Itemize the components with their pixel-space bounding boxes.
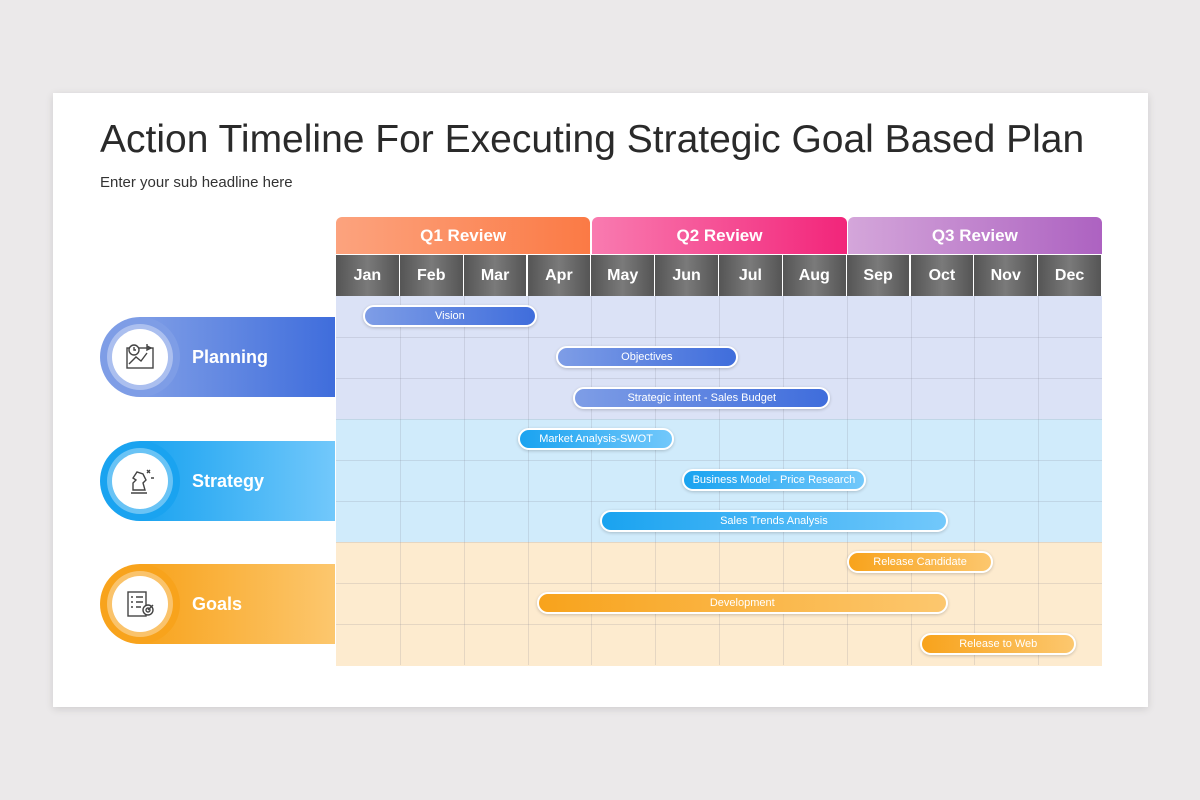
- quarter-header: Q2 Review: [592, 217, 847, 254]
- month-header: Aug: [782, 255, 846, 296]
- month-header: Dec: [1038, 255, 1101, 296]
- planning-map-icon: [112, 329, 168, 385]
- grid-line: [463, 296, 465, 665]
- month-header: Sep: [846, 255, 910, 296]
- group-label-text: Goals: [192, 593, 243, 614]
- group-label-strategy: Strategy: [100, 441, 335, 521]
- grid-line: [591, 296, 593, 665]
- slide-title: Action Timeline For Executing Strategic …: [100, 118, 1085, 161]
- month-header: May: [591, 255, 655, 296]
- group-label-text: Planning: [192, 346, 268, 367]
- month-header: Mar: [463, 255, 527, 296]
- grid-line: [336, 419, 1102, 420]
- month-header: Nov: [974, 255, 1038, 296]
- checklist-target-icon: [112, 576, 168, 632]
- grid-line: [336, 337, 1102, 338]
- month-header: Jun: [655, 255, 718, 296]
- task-bar[interactable]: Business Model - Price Research: [681, 469, 866, 491]
- quarter-header: Q3 Review: [847, 217, 1102, 254]
- group-label-goals: Goals: [100, 564, 335, 644]
- grid-line: [336, 460, 1102, 461]
- task-bar[interactable]: Sales Trends Analysis: [600, 510, 948, 532]
- quarter-header: Q1 Review: [336, 217, 591, 254]
- group-label-planning: Planning: [100, 317, 335, 397]
- grid-line: [527, 296, 529, 665]
- grid-line: [336, 542, 1102, 543]
- grid-line: [336, 624, 1102, 625]
- month-header: Oct: [910, 255, 974, 296]
- task-bar[interactable]: Development: [537, 592, 948, 614]
- grid-line: [336, 501, 1102, 502]
- slide-subtitle: Enter your sub headline here: [100, 174, 293, 191]
- month-header: Jan: [336, 255, 399, 296]
- grid-line: [655, 296, 657, 665]
- task-bar[interactable]: Strategic intent - Sales Budget: [573, 387, 831, 409]
- grid-line: [974, 296, 976, 665]
- task-bar[interactable]: Vision: [362, 305, 538, 327]
- grid-line: [910, 296, 912, 665]
- month-header: Feb: [399, 255, 463, 296]
- grid-line: [399, 296, 401, 665]
- task-bar[interactable]: Release Candidate: [846, 551, 994, 573]
- task-bar[interactable]: Market Analysis-SWOT: [517, 428, 675, 450]
- group-label-text: Strategy: [192, 470, 265, 491]
- grid-line: [336, 583, 1102, 584]
- grid-line: [336, 378, 1102, 379]
- task-bar[interactable]: Objectives: [555, 346, 739, 368]
- grid-line: [1038, 296, 1040, 665]
- task-bar[interactable]: Release to Web: [920, 633, 1077, 655]
- chess-knight-icon: [112, 453, 168, 509]
- month-header: Jul: [719, 255, 782, 296]
- month-header: Apr: [527, 255, 591, 296]
